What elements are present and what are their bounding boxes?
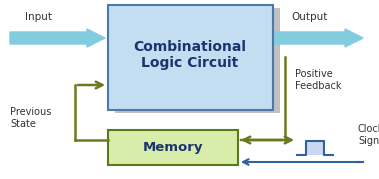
Text: Output: Output bbox=[292, 12, 328, 22]
FancyBboxPatch shape bbox=[108, 130, 238, 165]
Text: Memory: Memory bbox=[143, 142, 203, 154]
Text: Combinational
Logic Circuit: Combinational Logic Circuit bbox=[133, 40, 246, 70]
Text: Positive
Feedback: Positive Feedback bbox=[295, 69, 341, 91]
Text: Clock
Signal: Clock Signal bbox=[358, 124, 379, 146]
Text: Input: Input bbox=[25, 12, 52, 22]
FancyArrow shape bbox=[275, 29, 363, 47]
FancyBboxPatch shape bbox=[115, 8, 280, 113]
FancyBboxPatch shape bbox=[306, 141, 324, 155]
Text: Previous
State: Previous State bbox=[10, 107, 52, 129]
FancyBboxPatch shape bbox=[108, 5, 273, 110]
FancyArrow shape bbox=[10, 29, 105, 47]
